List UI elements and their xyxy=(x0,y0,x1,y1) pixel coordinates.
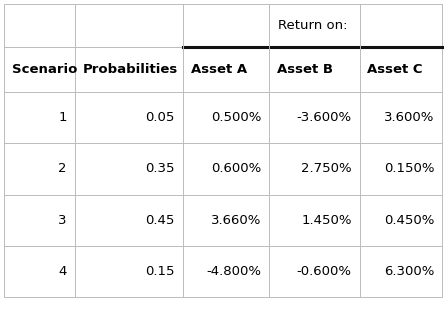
Text: Scenario: Scenario xyxy=(12,63,77,76)
Text: 4: 4 xyxy=(58,265,67,278)
Text: -0.600%: -0.600% xyxy=(297,265,351,278)
Text: 3: 3 xyxy=(58,214,67,227)
Text: 0.05: 0.05 xyxy=(145,111,175,124)
Text: 3.600%: 3.600% xyxy=(384,111,434,124)
Text: 1: 1 xyxy=(58,111,67,124)
Text: 2: 2 xyxy=(58,163,67,176)
Text: -4.800%: -4.800% xyxy=(206,265,261,278)
Text: 1.450%: 1.450% xyxy=(301,214,351,227)
Text: Return on:: Return on: xyxy=(277,19,347,32)
Text: 0.600%: 0.600% xyxy=(211,163,261,176)
Text: -3.600%: -3.600% xyxy=(297,111,351,124)
Text: Asset C: Asset C xyxy=(368,63,423,76)
Text: Probabilities: Probabilities xyxy=(83,63,178,76)
Text: Asset A: Asset A xyxy=(190,63,247,76)
Text: 0.35: 0.35 xyxy=(145,163,175,176)
Text: 0.15: 0.15 xyxy=(145,265,175,278)
Text: Asset B: Asset B xyxy=(277,63,333,76)
Text: 0.45: 0.45 xyxy=(145,214,175,227)
Text: 0.500%: 0.500% xyxy=(211,111,261,124)
Text: 2.750%: 2.750% xyxy=(301,163,351,176)
Text: 6.300%: 6.300% xyxy=(384,265,434,278)
Text: 0.150%: 0.150% xyxy=(384,163,434,176)
Text: 0.450%: 0.450% xyxy=(384,214,434,227)
Text: 3.660%: 3.660% xyxy=(211,214,261,227)
